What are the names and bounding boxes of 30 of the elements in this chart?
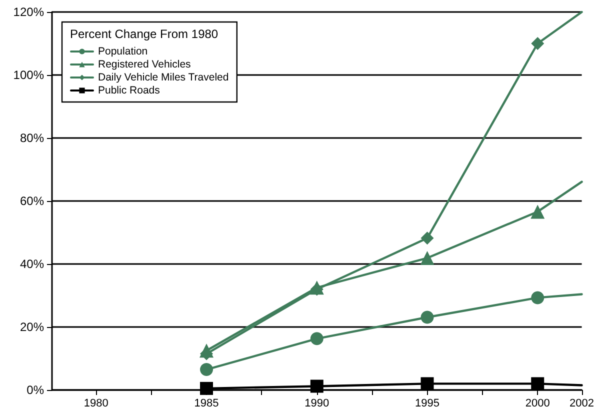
point: [310, 332, 324, 346]
legend-label: Population: [98, 46, 148, 58]
point: [531, 291, 544, 304]
y-tick-label: 20%: [20, 320, 44, 334]
point: [420, 377, 434, 390]
x-tick-label: 2002: [570, 398, 594, 410]
x-tick-label: 1980: [84, 398, 108, 410]
x-tick-label: 1985: [194, 398, 219, 410]
y-tick-label: 80%: [20, 131, 44, 145]
point: [530, 204, 545, 219]
point: [200, 382, 214, 395]
x-tick-label: 1995: [415, 398, 440, 410]
point: [531, 37, 544, 50]
x-tick-label: 1990: [304, 398, 330, 410]
legend-label: Public Roads: [98, 84, 160, 96]
y-tick-label: 60%: [20, 194, 44, 208]
legend-label: Daily Vehicle Miles Traveled: [98, 72, 229, 84]
y-tick-label: 120%: [13, 5, 44, 19]
x-tick-label: 2000: [525, 398, 550, 410]
y-tick-label: 40%: [20, 257, 44, 271]
legend-label: Registered Vehicles: [98, 58, 191, 70]
y-tick-label: 100%: [13, 68, 44, 82]
y-tick-label: 0%: [26, 383, 44, 397]
point: [420, 232, 434, 245]
legend-title: Percent Change From 1980: [70, 27, 218, 41]
point: [310, 380, 324, 393]
point: [200, 363, 214, 376]
point: [420, 310, 434, 324]
point: [531, 377, 544, 390]
point: [420, 251, 434, 266]
